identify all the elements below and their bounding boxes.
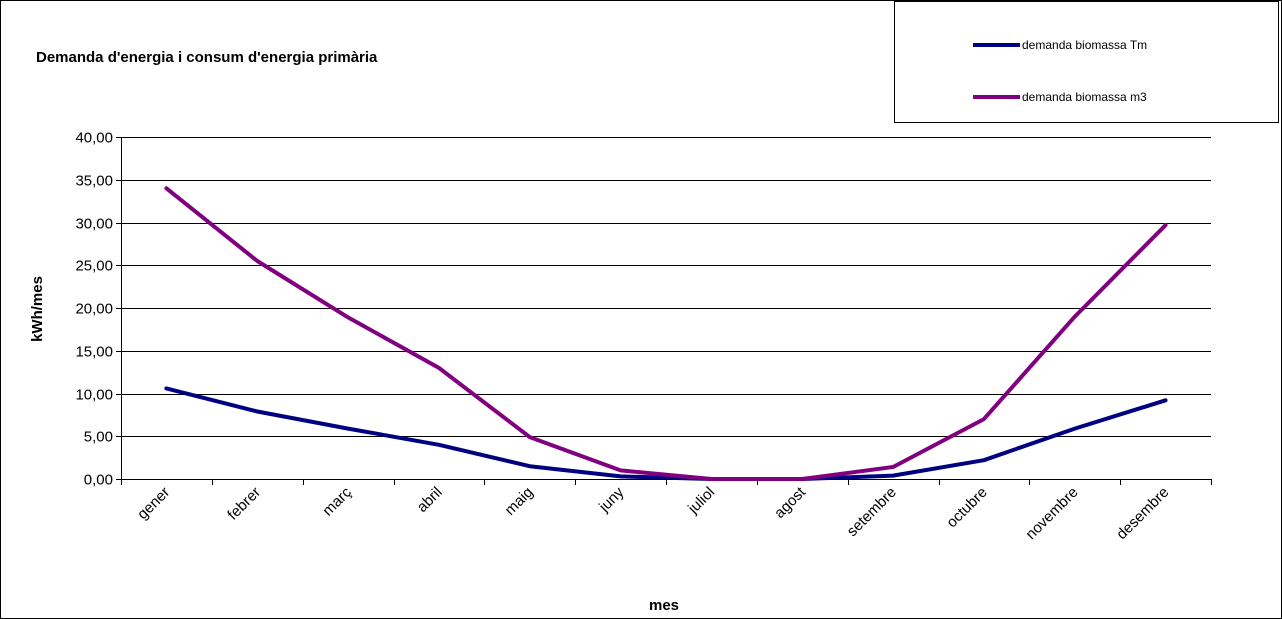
x-axis-label: mes xyxy=(649,597,679,614)
y-tick-labels: 0,00 5,00 10,00 15,00 20,00 25,00 30,00 35,00 40… xyxy=(75,130,113,489)
chart-title: Demanda d'energia i consum d'energia pri… xyxy=(36,49,378,66)
series-line-1 xyxy=(164,386,1168,481)
y-tick-label: 40,00 xyxy=(75,130,113,147)
y-tick-label: 5,00 xyxy=(84,429,113,446)
legend-label-2: demanda biomassa m3 xyxy=(1022,90,1147,104)
y-tick-label: 20,00 xyxy=(75,301,113,318)
y-tick-label: 25,00 xyxy=(75,258,113,275)
series-line-2 xyxy=(164,186,1168,481)
y-axis-label: kWh/mes xyxy=(29,276,46,342)
legend-box xyxy=(894,1,1279,123)
y-tick-label: 0,00 xyxy=(84,472,113,489)
legend: demanda biomassa Tm demanda biomassa m3 xyxy=(894,1,1279,123)
y-tick-label: 35,00 xyxy=(75,173,113,190)
y-tick-label: 10,00 xyxy=(75,387,113,404)
gridlines xyxy=(116,137,1211,480)
series-lines xyxy=(164,186,1168,481)
y-tick-label: 30,00 xyxy=(75,216,113,233)
y-tick-label: 15,00 xyxy=(75,344,113,361)
legend-label-1: demanda biomassa Tm xyxy=(1022,38,1147,52)
